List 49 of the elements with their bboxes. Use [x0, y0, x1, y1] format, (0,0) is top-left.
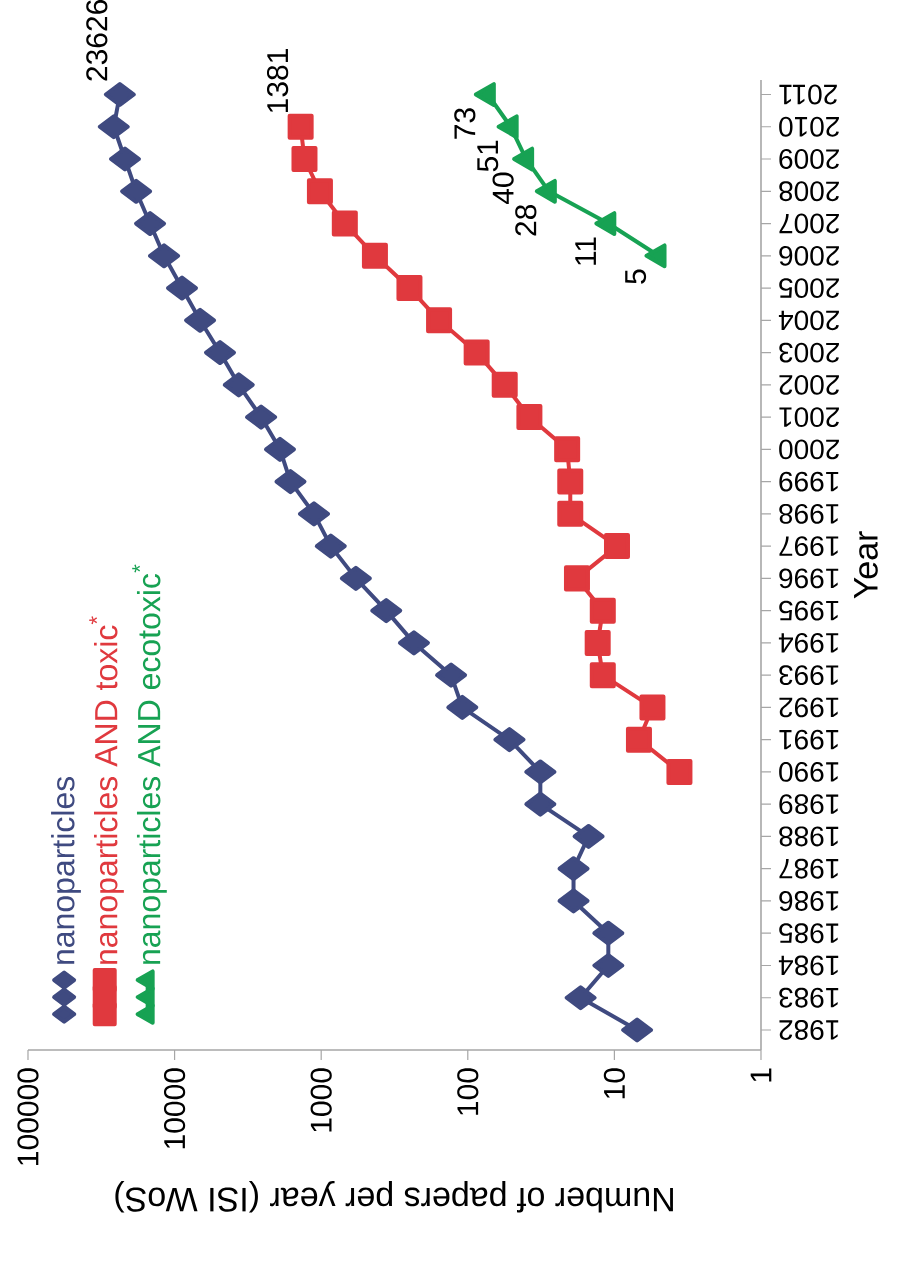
y-tick-label: 1997 [779, 536, 839, 557]
y-tick-label: 2003 [779, 342, 839, 363]
y-tick-label: 1996 [779, 568, 839, 589]
y-tick-label: 1990 [779, 762, 839, 782]
y-tick-label: 1991 [779, 729, 839, 750]
data-label: 5 [625, 269, 647, 284]
x-tick-label: 10 [603, 1068, 625, 1099]
y-axis-title: Year [854, 531, 878, 599]
data-label: 73 [454, 108, 476, 139]
x-tick-label: 100 [457, 1068, 479, 1115]
y-tick-label: 2007 [779, 213, 839, 234]
y-tick-label: 1986 [779, 891, 839, 911]
y-tick-label: 2008 [779, 181, 839, 202]
x-tick-label: 10000 [163, 1068, 186, 1149]
x-tick-label: 1000 [310, 1068, 332, 1132]
data-label: 28 [515, 205, 537, 236]
y-tick-label: 1994 [778, 632, 839, 653]
y-tick-label: 1988 [779, 826, 839, 847]
y-tick-label: 1985 [779, 923, 839, 944]
y-tick-label: 2001 [779, 407, 839, 428]
data-label: 23626 [86, 0, 108, 81]
y-tick-label: 1999 [779, 471, 839, 492]
y-tick-label: 1983 [779, 987, 839, 1008]
x-axis-title: Number of papers per year (ISI WoS) [115, 1180, 673, 1213]
y-tick-label: 1984 [778, 955, 839, 976]
data-label: 11 [575, 237, 596, 265]
y-tick-label: 2004 [778, 310, 839, 331]
y-tick-label: 1982 [779, 1020, 839, 1040]
y-tick-label: 1989 [779, 794, 839, 815]
y-tick-label: 1998 [779, 503, 839, 524]
text: nanoparticles AND toxic$^{*}$ [89, 616, 124, 964]
x-tick-label: 1 [750, 1068, 772, 1082]
x-tick-label: 100000 [17, 1068, 39, 1165]
y-tick-label: 1993 [779, 665, 839, 686]
y-tick-label: 2009 [779, 149, 839, 169]
y-tick-label: 2005 [779, 278, 839, 298]
y-tick-label: 2011 [779, 84, 837, 105]
y-tick-label: 2006 [779, 245, 839, 266]
data-label: 51 [477, 140, 499, 172]
y-tick-label: 1995 [779, 600, 839, 621]
y-tick-label: 1987 [779, 858, 839, 879]
data-label: 1381 [266, 49, 289, 113]
text: nanoparticles AND ecotoxic$^{*}$ [132, 564, 167, 964]
data-label: 40 [492, 172, 514, 205]
y-tick-label: 1992 [779, 697, 839, 718]
text: nanoparticles [51, 776, 81, 964]
y-tick-label: 2010 [779, 116, 839, 137]
y-tick-label: 2002 [779, 374, 839, 395]
y-tick-label: 2000 [779, 439, 839, 460]
